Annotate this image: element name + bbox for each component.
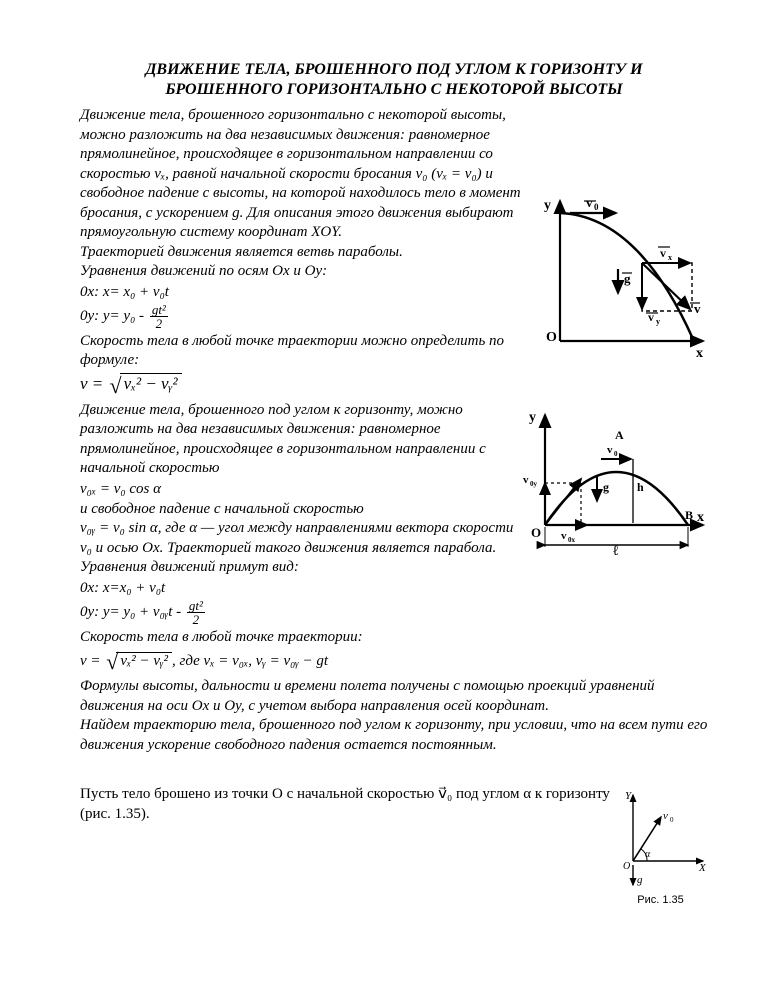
svg-text:O: O	[531, 525, 541, 540]
svg-text:v: v	[586, 195, 593, 210]
eq-0x-b: 0x: x=x₀ + v₀t	[80, 580, 708, 597]
figure-2: y x O A B v0y v0x v0	[523, 405, 708, 555]
svg-text:y: y	[544, 198, 551, 213]
paragraph-9: Найдем траекторию тела, брошенного под у…	[80, 716, 708, 755]
svg-text:B: B	[685, 508, 693, 522]
title-line-1: ДВИЖЕНИЕ ТЕЛА, БРОШЕННОГО ПОД УГЛОМ К ГО…	[145, 61, 642, 78]
svg-text:g: g	[603, 480, 609, 494]
svg-text:v: v	[607, 444, 613, 456]
svg-text:O: O	[546, 330, 557, 345]
svg-text:x: x	[697, 510, 704, 525]
svg-text:0y: 0y	[530, 480, 538, 488]
svg-text:v: v	[523, 474, 529, 486]
eq-v: v = vₓ² − vᵧ²	[80, 373, 708, 399]
svg-text:α: α	[645, 849, 651, 860]
svg-text:X: X	[698, 862, 707, 874]
svg-text:A: A	[615, 428, 624, 442]
svg-text:v: v	[561, 530, 567, 542]
paragraph-8: Формулы высоты, дальности и времени поле…	[80, 677, 708, 716]
figure-1: y x O v 0 vx vy v	[538, 191, 708, 361]
svg-text:O: O	[623, 861, 630, 872]
title-line-2: БРОШЕННОГО ГОРИЗОНТАЛЬНО С НЕКОТОРОЙ ВЫС…	[165, 81, 622, 98]
svg-text:0: 0	[594, 202, 599, 212]
svg-text:ℓ: ℓ	[612, 544, 619, 555]
figure-3-caption: Рис. 1.35	[613, 894, 708, 906]
svg-text:0: 0	[614, 450, 618, 458]
svg-text:g⃗: g⃗	[637, 874, 651, 886]
svg-text:y: y	[656, 317, 660, 326]
svg-text:x: x	[668, 253, 672, 262]
svg-text:v: v	[660, 246, 666, 260]
paragraph-7: Скорость тела в любой точке траектории:	[80, 628, 708, 648]
eq-v2: v = vₓ² − vᵧ², где vₓ = v₀ₓ, vᵧ = v₀ᵧ − …	[80, 649, 708, 675]
svg-text:h: h	[637, 480, 644, 494]
svg-text:v: v	[648, 310, 654, 324]
eq-0y-b: 0y: y= y₀ + v₀ᵧt - gt²2	[80, 599, 708, 626]
svg-text:0: 0	[670, 816, 674, 824]
svg-text:x: x	[696, 346, 703, 361]
svg-text:0x: 0x	[568, 536, 576, 544]
svg-text:y: y	[529, 410, 536, 425]
figure-3: Y X O v⃗0 α g⃗ Рис. 1.35	[613, 789, 708, 906]
svg-text:Y: Y	[625, 790, 633, 802]
